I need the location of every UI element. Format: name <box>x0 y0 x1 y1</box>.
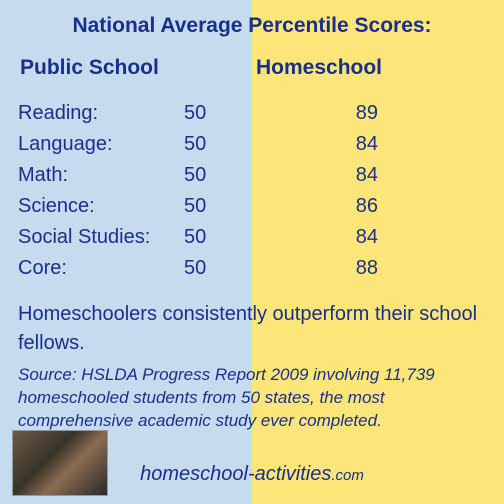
subject-label: Language: <box>18 129 184 160</box>
homeschool-score: 89 <box>318 98 378 129</box>
table-row: Core: 50 88 <box>18 253 486 284</box>
score-table: Reading: 50 89 Language: 50 84 Math: 50 … <box>18 98 486 284</box>
table-row: Language: 50 84 <box>18 129 486 160</box>
homeschool-score: 84 <box>318 222 378 253</box>
homeschool-score: 84 <box>318 160 378 191</box>
public-score: 50 <box>184 222 318 253</box>
homeschool-score: 84 <box>318 129 378 160</box>
subject-label: Math: <box>18 160 184 191</box>
table-row: Science: 50 86 <box>18 191 486 222</box>
summary-text: Homeschoolers consistently outperform th… <box>18 300 486 358</box>
homeschool-score: 86 <box>318 191 378 222</box>
public-score: 50 <box>184 98 318 129</box>
subject-label: Core: <box>18 253 184 284</box>
content-container: National Average Percentile Scores: Publ… <box>0 0 504 433</box>
subject-label: Science: <box>18 191 184 222</box>
column-headers: Public School Homeschool <box>18 56 486 80</box>
header-public-school: Public School <box>18 56 256 80</box>
url-main: homeschool-activities <box>140 463 331 485</box>
subject-label: Social Studies: <box>18 222 184 253</box>
public-score: 50 <box>184 129 318 160</box>
homeschool-score: 88 <box>318 253 378 284</box>
table-row: Reading: 50 89 <box>18 98 486 129</box>
page-title: National Average Percentile Scores: <box>18 14 486 38</box>
url-suffix: .com <box>331 467 364 484</box>
website-url: homeschool-activities.com <box>0 463 504 486</box>
source-citation: Source: HSLDA Progress Report 2009 invol… <box>18 364 486 433</box>
table-row: Math: 50 84 <box>18 160 486 191</box>
table-row: Social Studies: 50 84 <box>18 222 486 253</box>
public-score: 50 <box>184 191 318 222</box>
header-homeschool: Homeschool <box>256 56 382 80</box>
public-score: 50 <box>184 253 318 284</box>
public-score: 50 <box>184 160 318 191</box>
subject-label: Reading: <box>18 98 184 129</box>
